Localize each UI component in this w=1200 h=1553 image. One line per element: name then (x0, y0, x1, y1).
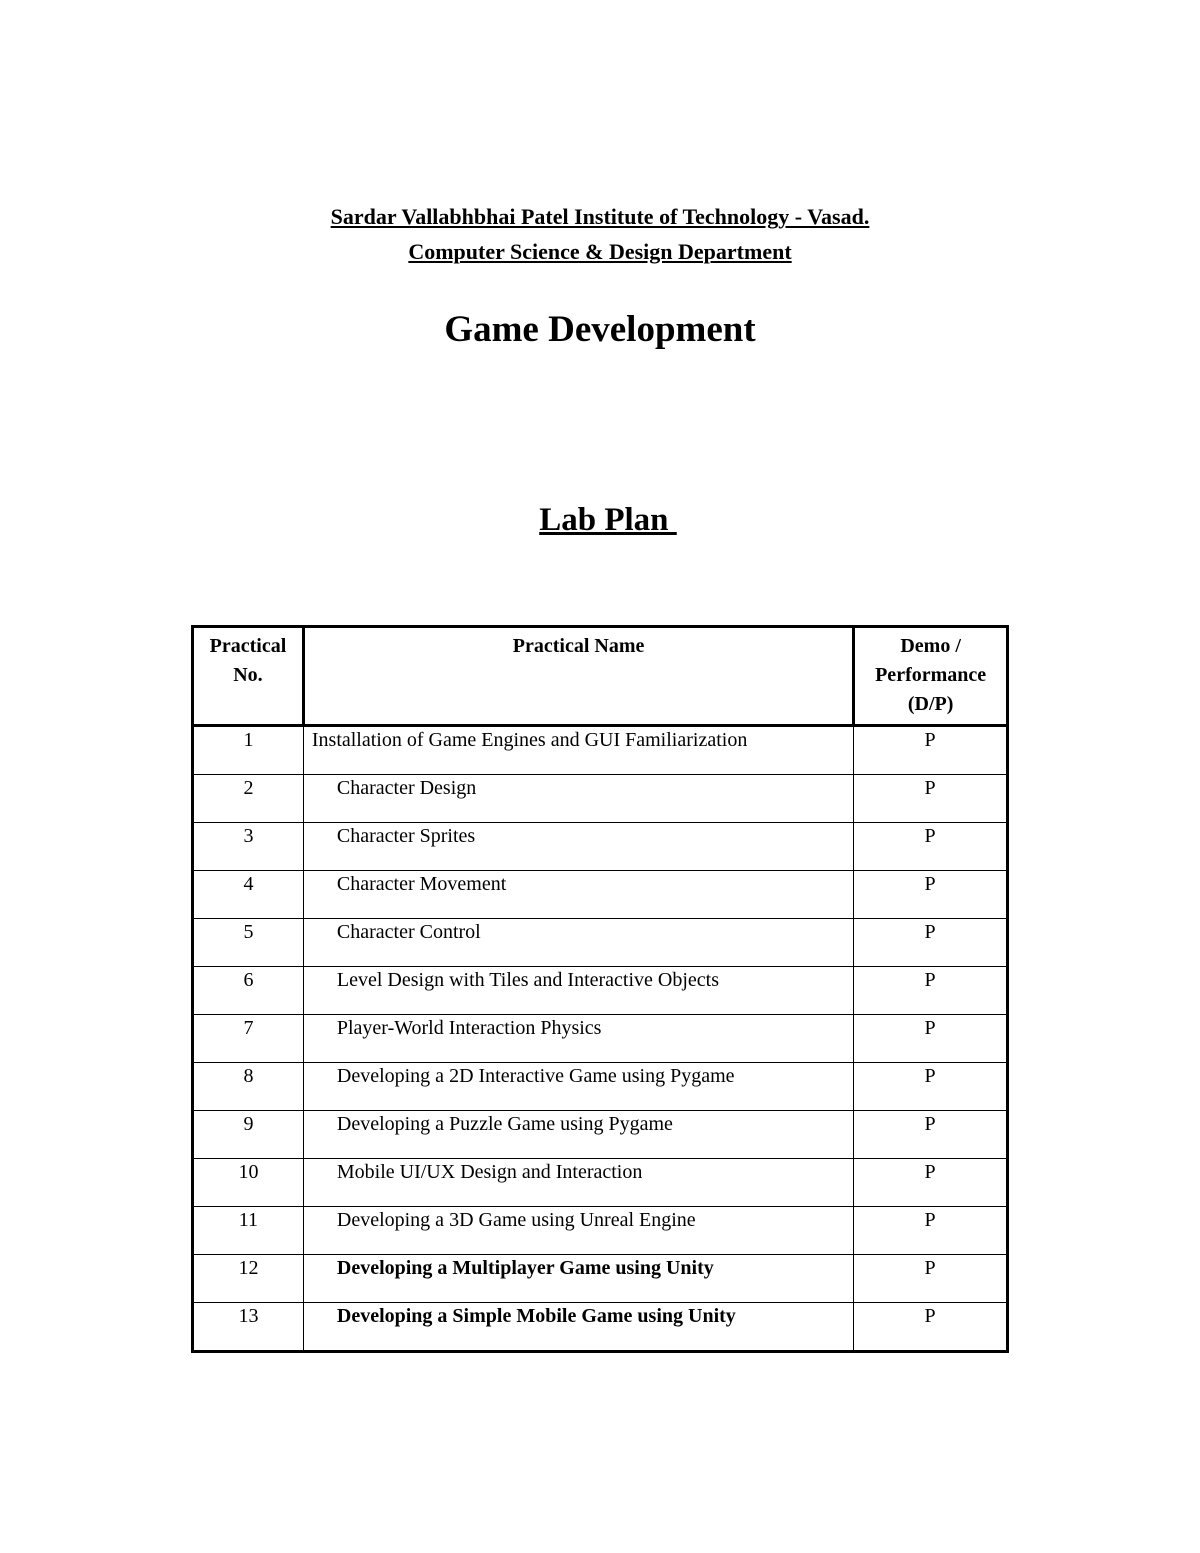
demo-performance: P (853, 774, 1008, 823)
course-title: Game Development (444, 309, 756, 350)
table-row: 6 Level Design with Tiles and Interactiv… (192, 966, 1008, 1015)
practical-no: 1 (192, 725, 304, 775)
table-row: 7 Player-World Interaction Physics P (192, 1014, 1008, 1063)
practical-no: 3 (192, 822, 304, 871)
practical-name: Developing a Multiplayer Game using Unit… (302, 1254, 855, 1303)
demo-performance: P (853, 1014, 1008, 1063)
practical-no: 4 (192, 870, 304, 919)
demo-performance: P (853, 966, 1008, 1015)
practical-name: Character Sprites (302, 822, 855, 871)
practical-no: 10 (192, 1158, 304, 1207)
practical-no: 9 (192, 1110, 304, 1159)
table-row: 3 Character Sprites P (192, 822, 1008, 871)
table-row: 11 Developing a 3D Game using Unreal Eng… (192, 1206, 1008, 1255)
table-row: 13 Developing a Simple Mobile Game using… (192, 1302, 1008, 1352)
practical-name: Developing a Simple Mobile Game using Un… (302, 1302, 855, 1352)
table-row: 9 Developing a Puzzle Game using Pygame … (192, 1110, 1008, 1159)
practical-no: 2 (192, 774, 304, 823)
practical-name: Developing a 2D Interactive Game using P… (302, 1062, 855, 1111)
demo-performance: P (853, 822, 1008, 871)
table-row: 1 Installation of Game Engines and GUI F… (192, 725, 1008, 775)
practical-name: Character Movement (302, 870, 855, 919)
practical-no: 6 (192, 966, 304, 1015)
practical-name: Character Control (302, 918, 855, 967)
demo-performance: P (853, 1206, 1008, 1255)
demo-performance: P (853, 870, 1008, 919)
practical-no: 8 (192, 1062, 304, 1111)
section-title: Lab Plan (539, 502, 677, 538)
demo-performance: P (853, 1110, 1008, 1159)
demo-performance: P (853, 918, 1008, 967)
institute-name: Sardar Vallabhbhai Patel Institute of Te… (330, 204, 870, 229)
practical-name: Developing a 3D Game using Unreal Engine (302, 1206, 855, 1255)
practical-no: 11 (192, 1206, 304, 1255)
table-row: 5 Character Control P (192, 918, 1008, 967)
practical-name: Character Design (302, 774, 855, 823)
practical-name: Mobile UI/UX Design and Interaction (302, 1158, 855, 1207)
practical-name: Player-World Interaction Physics (302, 1014, 855, 1063)
department-name: Computer Science & Design Department (408, 239, 792, 264)
table-row: 2 Character Design P (192, 774, 1008, 823)
table-row: 4 Character Movement P (192, 870, 1008, 919)
header-demo-performance: Demo / Performance (D/P) (852, 625, 1009, 727)
table-row: 12 Developing a Multiplayer Game using U… (192, 1254, 1008, 1303)
demo-performance: P (853, 725, 1008, 775)
demo-performance: P (853, 1158, 1008, 1207)
demo-performance: P (853, 1254, 1008, 1303)
header-practical-name: Practical Name (301, 625, 856, 727)
practical-no: 7 (192, 1014, 304, 1063)
table-row: 8 Developing a 2D Interactive Game using… (192, 1062, 1008, 1111)
practical-name: Level Design with Tiles and Interactive … (302, 966, 855, 1015)
table-header-row: Practical No. Practical Name Demo / Perfor… (191, 625, 1009, 727)
practical-no: 13 (192, 1302, 304, 1352)
header-practical-no: Practical No. (191, 625, 305, 727)
demo-performance: P (853, 1062, 1008, 1111)
table-row: 10 Mobile UI/UX Design and Interaction P (192, 1158, 1008, 1207)
practical-name: Developing a Puzzle Game using Pygame (302, 1110, 855, 1159)
practical-no: 5 (192, 918, 304, 967)
practical-no: 12 (192, 1254, 304, 1303)
practical-name: Installation of Game Engines and GUI Fam… (302, 725, 855, 775)
demo-performance: P (853, 1302, 1008, 1352)
lab-plan-table: Practical No. Practical Name Demo / Perfor… (191, 625, 1009, 1353)
